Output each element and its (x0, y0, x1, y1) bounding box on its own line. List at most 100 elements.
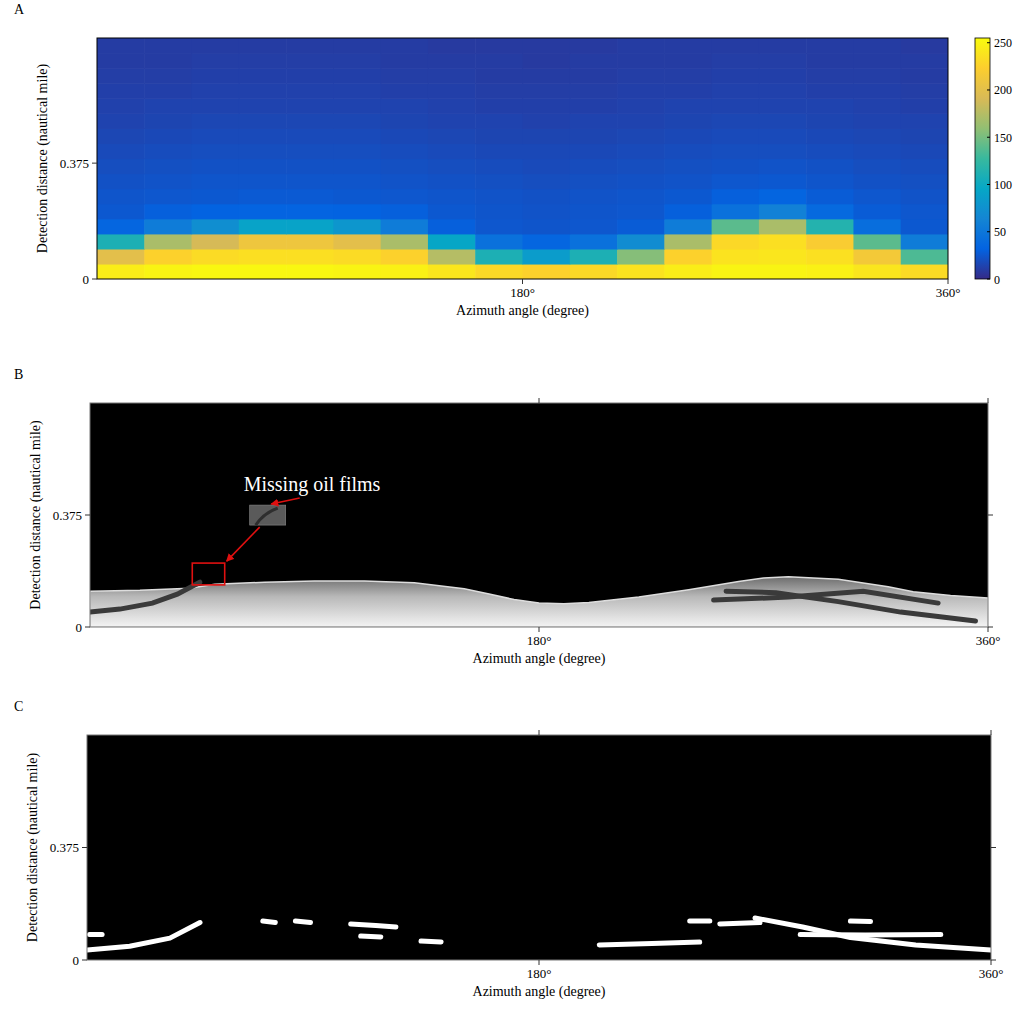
heat-cell (901, 83, 948, 99)
heat-cell (759, 113, 807, 129)
heat-cell (97, 204, 145, 220)
heat-cell (333, 113, 381, 129)
heat-cell (853, 68, 901, 84)
heat-cell (239, 113, 287, 129)
heat-cell (144, 38, 192, 54)
heat-cell (144, 234, 192, 250)
heat-cell (759, 128, 807, 144)
heat-cell (381, 83, 429, 99)
heat-cell (239, 98, 287, 114)
heat-cell (192, 83, 240, 99)
heat-cell (192, 143, 240, 159)
heat-cell (381, 189, 429, 205)
heat-cell (239, 159, 287, 175)
y-tick (82, 960, 87, 961)
heat-cell (192, 189, 240, 205)
panel-letter: A (14, 2, 25, 17)
heat-cell (759, 189, 807, 205)
heat-cell (428, 264, 476, 279)
heat-cell (428, 189, 476, 205)
heat-cell (97, 38, 145, 54)
heat-cell (853, 249, 901, 265)
heat-cell (286, 234, 334, 250)
annotation-arrow (271, 498, 299, 504)
heat-cell (475, 159, 523, 175)
heat-cell (901, 68, 948, 84)
y-tick-label: 0.375 (50, 840, 79, 855)
heat-cell (664, 68, 712, 84)
heat-cell (570, 159, 618, 175)
heat-cell (144, 98, 192, 114)
heat-cell (475, 219, 523, 235)
x-axis-title: Azimuth angle (degree) (473, 651, 606, 667)
heat-cell (617, 189, 665, 205)
heat-cell (144, 189, 192, 205)
oil-segment (361, 934, 381, 940)
heat-cell (381, 38, 429, 54)
heat-cell (570, 143, 618, 159)
heat-cell (664, 189, 712, 205)
y-tick (991, 847, 996, 848)
heat-cell (523, 159, 571, 175)
heat-cell (759, 53, 807, 69)
heat-cell (901, 174, 948, 190)
heat-cell (570, 53, 618, 69)
heat-cell (853, 83, 901, 99)
heat-cell (475, 98, 523, 114)
heat-cell (901, 219, 948, 235)
heat-cell (381, 264, 429, 279)
heat-cell (759, 249, 807, 265)
heat-cell (144, 159, 192, 175)
heat-cell (901, 143, 948, 159)
heat-cell (286, 174, 334, 190)
heat-cell (239, 204, 287, 220)
heat-cell (759, 204, 807, 220)
heat-cell (97, 174, 145, 190)
color-tick (987, 89, 990, 90)
x-tick (991, 960, 992, 965)
heat-cell (901, 249, 948, 265)
heat-cell (617, 113, 665, 129)
heat-cell (806, 53, 854, 69)
heat-cell (381, 98, 429, 114)
heat-cell (97, 98, 145, 114)
heat-cell (664, 98, 712, 114)
y-tick-label: 0.375 (60, 156, 89, 171)
heat-cell (617, 68, 665, 84)
heat-cell (712, 98, 760, 114)
heat-cell (333, 98, 381, 114)
heat-cell (381, 249, 429, 265)
heat-cell (523, 143, 571, 159)
heat-cell (523, 234, 571, 250)
x-tick-label: 180° (527, 966, 552, 981)
heat-cell (333, 174, 381, 190)
x-tick-label: 180° (510, 285, 535, 300)
x-tick (522, 279, 523, 284)
heat-cell (333, 143, 381, 159)
heat-cell (239, 174, 287, 190)
heat-cell (286, 249, 334, 265)
y-axis-title: Detection distance (nautical mile) (28, 420, 44, 610)
heat-cell (475, 204, 523, 220)
heat-cell (428, 113, 476, 129)
heat-cell (853, 53, 901, 69)
oil-segment (850, 919, 870, 925)
heat-cell (617, 159, 665, 175)
heat-cell (428, 38, 476, 54)
heat-cell (144, 219, 192, 235)
heat-cell (192, 68, 240, 84)
color-bar (975, 38, 990, 279)
heat-cell (333, 189, 381, 205)
heat-cell (617, 83, 665, 99)
y-tick-label: 0 (73, 953, 80, 968)
heat-cell (239, 264, 287, 279)
color-tick (987, 184, 990, 185)
heat-cell (617, 204, 665, 220)
heat-cell (759, 98, 807, 114)
heat-cell (144, 143, 192, 159)
heat-cell (286, 68, 334, 84)
heat-cell (381, 204, 429, 220)
y-axis-title: Detection distance (nautical mile) (25, 753, 41, 943)
heat-cell (475, 234, 523, 250)
x-tick (948, 279, 949, 284)
